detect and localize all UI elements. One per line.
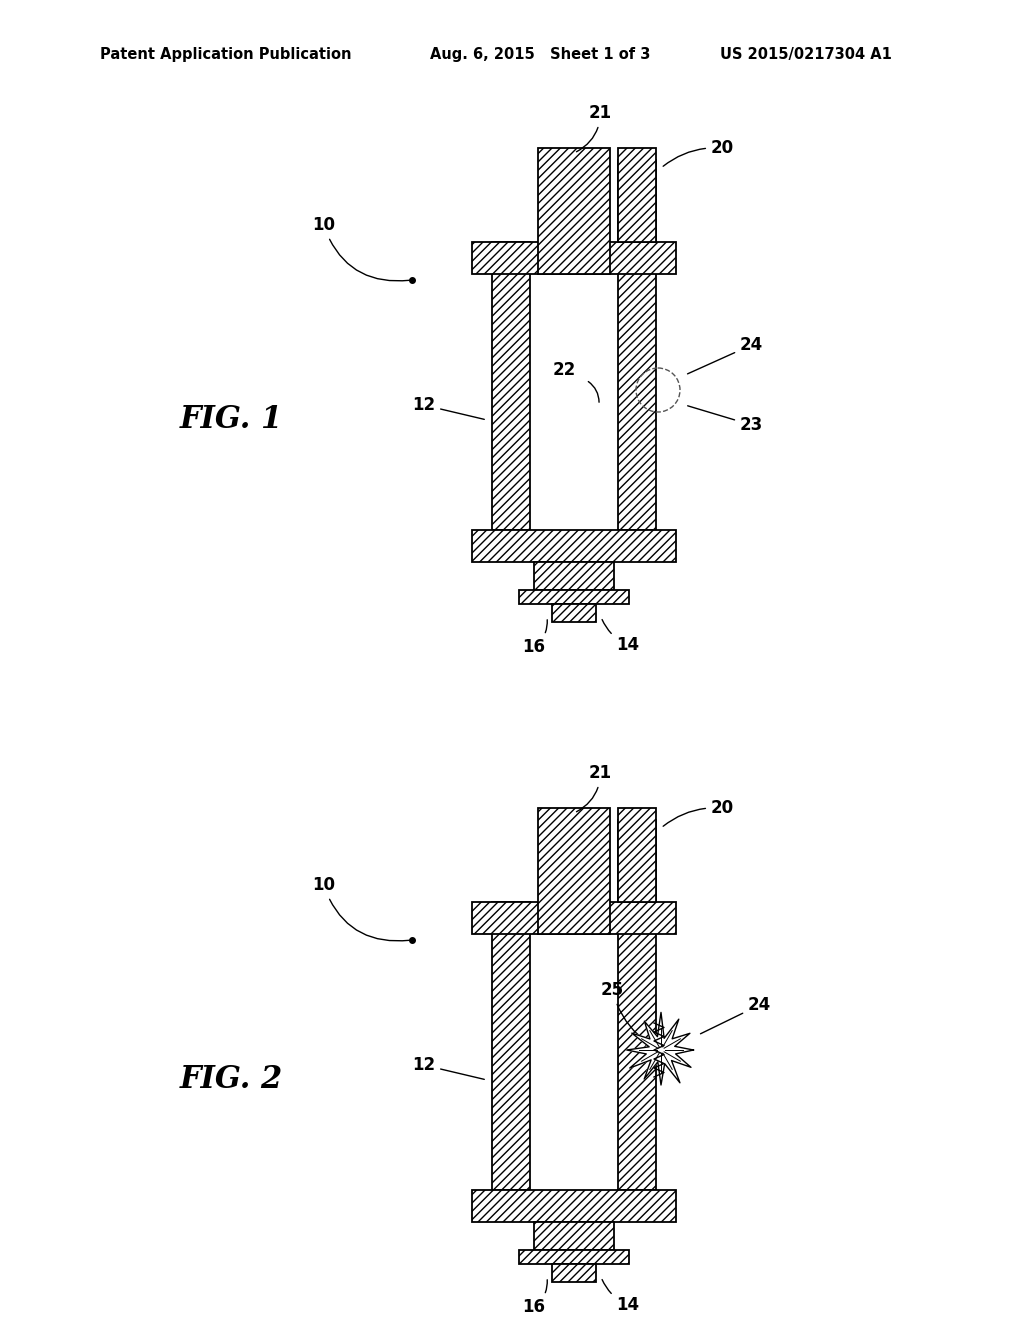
Bar [538,808,610,935]
Bar [519,590,629,605]
Text: Aug. 6, 2015   Sheet 1 of 3: Aug. 6, 2015 Sheet 1 of 3 [430,48,650,62]
Polygon shape [627,1012,693,1085]
Text: 24: 24 [700,997,771,1034]
Bar [472,242,676,275]
Bar [492,902,530,1191]
Text: 16: 16 [522,620,547,656]
Bar [472,1191,676,1222]
Text: US 2015/0217304 A1: US 2015/0217304 A1 [720,48,892,62]
Text: 20: 20 [664,139,734,166]
Text: Patent Application Publication: Patent Application Publication [100,48,351,62]
Text: 10: 10 [312,876,410,941]
Text: 23: 23 [688,405,763,434]
Text: FIG. 1: FIG. 1 [180,404,284,436]
Bar [492,242,530,531]
Text: 12: 12 [412,1056,484,1080]
Text: 14: 14 [602,1279,639,1313]
Bar [534,562,614,590]
Text: 10: 10 [312,216,410,281]
Bar [618,160,656,531]
Text: 12: 12 [412,396,484,420]
Bar [552,1265,596,1282]
Text: FIG. 2: FIG. 2 [180,1064,284,1096]
Text: 25: 25 [601,981,648,1043]
Text: 21: 21 [577,104,612,152]
Bar [519,1250,629,1265]
Bar [472,902,676,935]
Bar [618,820,656,1191]
Bar [534,1222,614,1250]
Text: 22: 22 [552,360,575,379]
Text: 20: 20 [664,799,734,826]
Text: 21: 21 [577,764,612,812]
FancyArrowPatch shape [589,381,599,403]
Text: 14: 14 [602,619,639,653]
Bar [472,531,676,562]
Bar [552,605,596,622]
Bar [538,148,610,275]
Text: 24: 24 [687,337,763,374]
Bar [618,808,656,902]
Bar [618,148,656,242]
Text: 16: 16 [522,1280,547,1316]
